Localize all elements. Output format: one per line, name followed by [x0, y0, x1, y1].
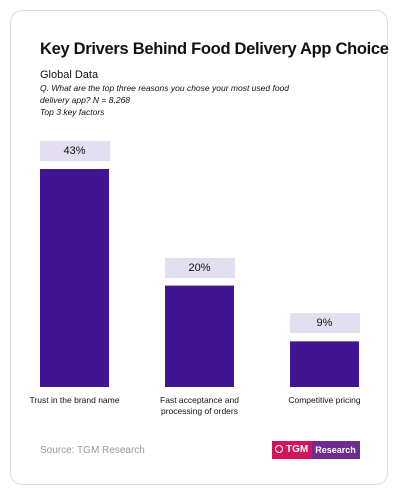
bar — [40, 169, 109, 387]
x-tick-label: Competitive pricing — [288, 395, 361, 405]
x-tick-label: Trust in the brand name — [29, 395, 120, 405]
note: Top 3 key factors — [40, 107, 105, 117]
value-label: 9% — [289, 313, 360, 334]
value-label: 20% — [164, 257, 235, 278]
subtitle: Global Data — [40, 69, 99, 81]
logo: TGM Research — [272, 441, 360, 459]
chart-title: Key Drivers Behind Food Delivery App Cho… — [40, 40, 389, 58]
logo-mark: TGM — [272, 441, 313, 459]
bar — [165, 285, 234, 387]
source: Source: TGM Research — [40, 445, 145, 456]
bar — [290, 341, 359, 387]
question: Q. What are the top three reasons you ch… — [40, 83, 289, 105]
card — [10, 10, 388, 485]
logo-text: Research — [315, 445, 356, 455]
value-label: 43% — [39, 141, 110, 161]
x-tick-label: Fast acceptance and processing of orders — [160, 395, 239, 416]
